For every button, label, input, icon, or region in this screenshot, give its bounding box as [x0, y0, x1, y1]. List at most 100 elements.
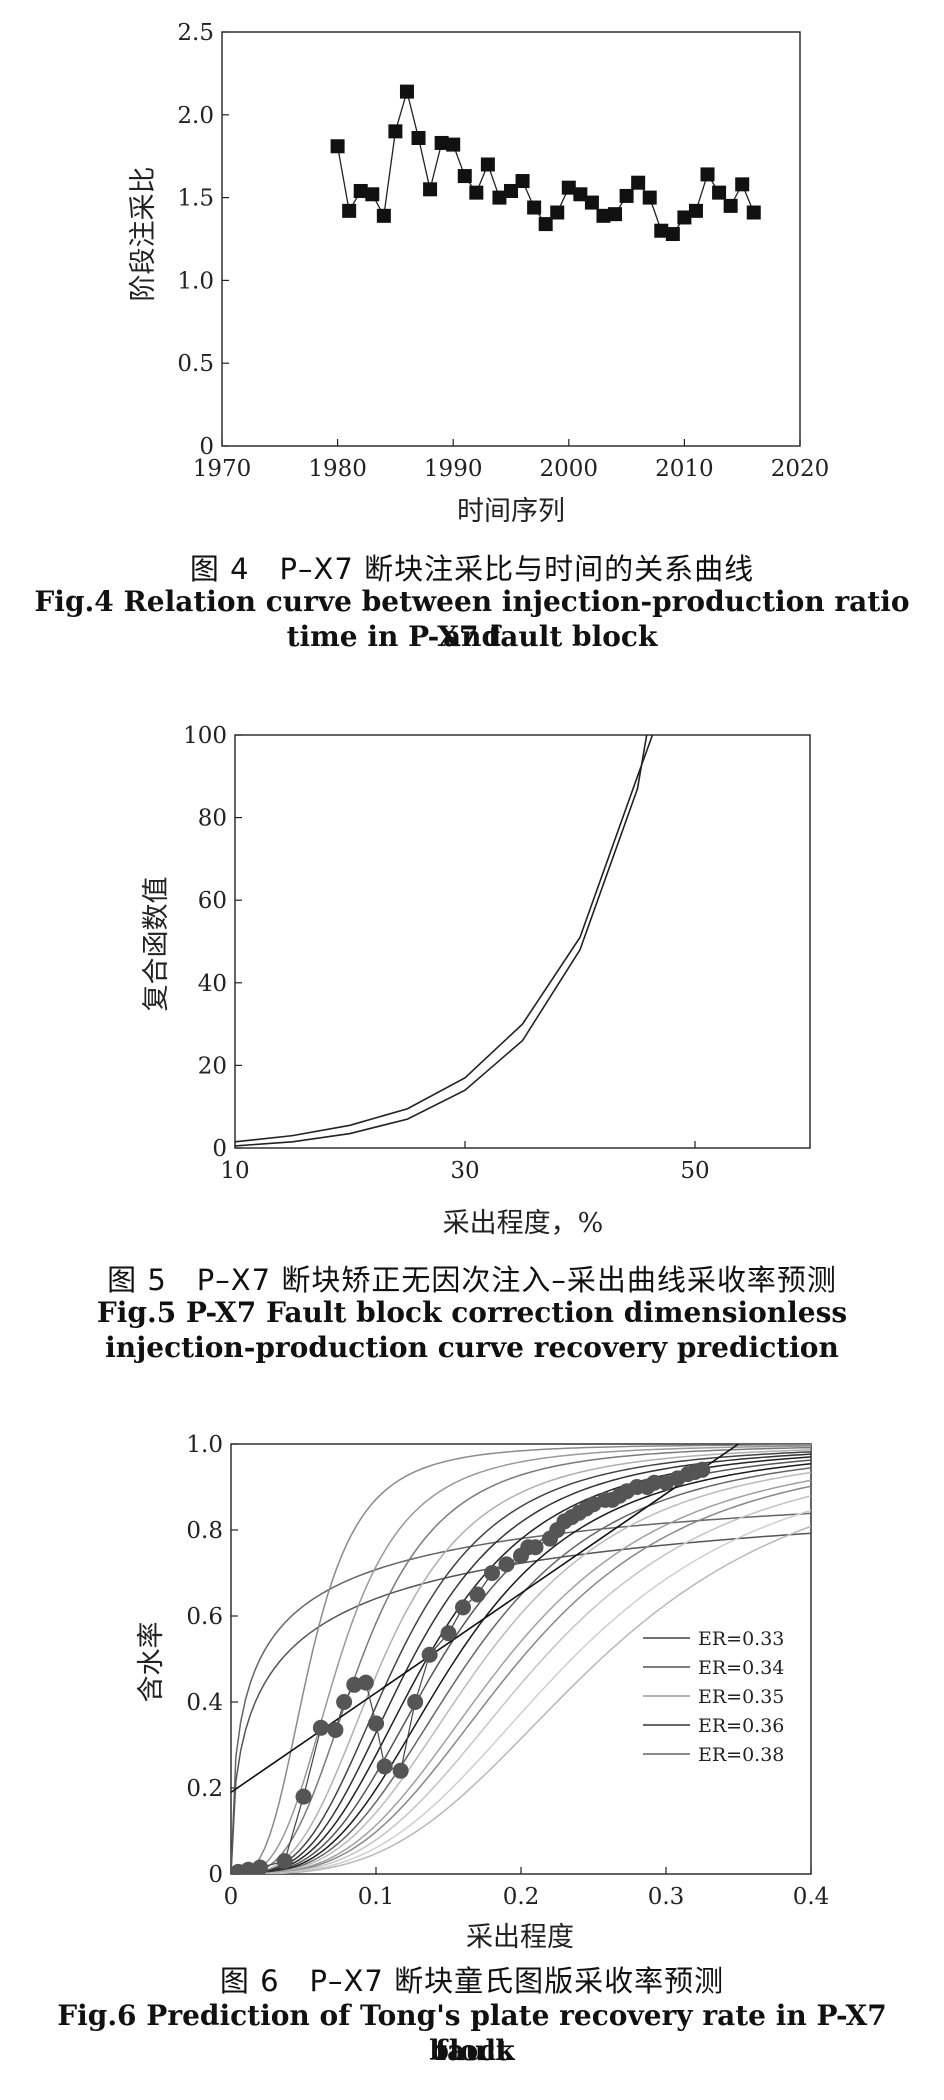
fig5-caption-cn: 图 5 P–X7 断块矫正无因次注入–采出曲线采收率预测 [107, 1263, 837, 1297]
fig4-y-tick-label: 2.5 [177, 20, 214, 46]
fig5-caption-en-line2: injection-production curve recovery pred… [105, 1331, 839, 1364]
fig4-data-point [631, 175, 646, 190]
fig5-caption-en-line1: Fig.5 P-X7 Fault block correction dimens… [96, 1296, 848, 1329]
fig5-y-tick-label: 40 [198, 971, 227, 997]
fig6-plate-curve [231, 1446, 811, 1874]
fig4-x-tick-label: 1980 [308, 456, 367, 482]
fig5-y-tick-label: 80 [198, 806, 227, 832]
fig6-data-point [469, 1586, 486, 1603]
fig4-data-point [527, 200, 542, 215]
fig5-chart: 10 30 50 0 20 40 60 80 100 采出程度，% 复合函数值 [141, 723, 811, 1239]
fig6-x-axis-label: 采出程度 [466, 1922, 574, 1953]
fig6-data-point [312, 1719, 329, 1736]
fig6-legend-label: ER=0.38 [698, 1744, 784, 1766]
fig4-data-point [411, 130, 426, 145]
fig6-plate-curve [231, 1463, 811, 1874]
fig4-plot-frame [221, 31, 801, 447]
fig6-data-point [440, 1625, 457, 1642]
fig4-x-tick-label: 2020 [771, 456, 830, 482]
fig6-data-point [646, 1474, 663, 1491]
fig6-y-tick-label: 0.6 [186, 1604, 223, 1630]
fig6-caption-cn: 图 6 P–X7 断块童氏图版采收率预测 [219, 1964, 725, 1998]
fig5-y-tick-label: 0 [212, 1136, 227, 1162]
fig6-y-tick-label: 0.2 [186, 1776, 223, 1802]
fig4-data-point [434, 135, 449, 150]
fig6-y-tick-label: 0.8 [186, 1518, 223, 1544]
fig6-plate-curve [231, 1495, 811, 1874]
fig4-data-point [515, 174, 530, 189]
fig6-x-tick-label: 0.2 [503, 1884, 540, 1910]
fig6-data-point [295, 1788, 312, 1805]
fig6-data-point [276, 1853, 293, 1870]
fig5-plot-frame [234, 734, 811, 1149]
fig4-data-point [399, 84, 414, 99]
fig4-data-point [538, 217, 553, 232]
figure-4: 1970 1980 1990 2000 2010 2020 0 0.5 1.0 1.5 2.0 2.5… [0, 0, 944, 653]
fig6-plate-curve [231, 1445, 811, 1874]
fig4-data-point [469, 185, 484, 200]
fig4-data-point [388, 124, 403, 139]
fig4-data-point [596, 208, 611, 223]
fig4-data-point [423, 182, 438, 197]
fig4-caption-cn: 图 4 P–X7 断块注采比与时间的关系曲线 [189, 552, 755, 586]
fig4-data-point [712, 185, 727, 200]
fig4-data-point [342, 203, 357, 218]
fig5-y-tick-label: 100 [183, 723, 227, 749]
fig5-x-axis-label: 采出程度，% [443, 1208, 604, 1239]
fig4-x-tick-label: 1970 [193, 456, 252, 482]
fig6-plate-curve [231, 1449, 811, 1874]
fig4-data-point [365, 187, 380, 202]
fig4-data-point [677, 210, 692, 225]
fig4-data-point [723, 198, 738, 213]
fig6-plate-curve [231, 1453, 811, 1874]
fig6-data-point [498, 1556, 515, 1573]
fig6-plate-curve [231, 1509, 811, 1874]
fig4-y-tick-label: 1.0 [177, 268, 214, 294]
fig4-data-point [688, 203, 703, 218]
fig4-data-point [550, 205, 565, 220]
fig6-legend-label: ER=0.36 [698, 1715, 784, 1737]
fig4-y-tick-label: 1.5 [177, 186, 214, 212]
fig4-y-axis-label: 阶段注采比 [128, 167, 159, 302]
fig4-data-point [700, 167, 715, 182]
fig4-x-axis-label: 时间序列 [457, 496, 565, 527]
fig6-plate-curve [231, 1444, 811, 1874]
fig6-x-tick-label: 0 [224, 1884, 239, 1910]
fig4-x-tick-label: 2000 [540, 456, 599, 482]
fig4-data-point [504, 183, 518, 198]
fig4-data-point [654, 223, 669, 238]
fig6-x-tick-label: 0.4 [793, 1884, 830, 1910]
fig6-data-point [252, 1859, 268, 1874]
fig6-data-point [376, 1758, 393, 1775]
fig6-legend-label: ER=0.34 [698, 1657, 784, 1679]
fig6-data-point [694, 1461, 711, 1478]
fig5-y-tick-label: 60 [198, 888, 227, 914]
fig6-data-point [240, 1861, 257, 1874]
figure-6: 0 0.1 0.2 0.3 0.4 0 0.2 0.4 0.6 0.8 1.0 ER=0.33 ER=… [0, 1410, 944, 2100]
fig4-data-point [457, 169, 472, 184]
fig6-x-tick-label: 0.3 [648, 1884, 685, 1910]
fig4-data-point [735, 177, 750, 192]
fig6-data-point [368, 1715, 384, 1732]
fig4-data-point [492, 190, 507, 205]
fig5-series-line-2 [234, 734, 648, 1147]
fig6-data-point [392, 1762, 409, 1779]
fig4-y-tick-label: 0 [199, 434, 214, 460]
fig6-data-point [357, 1674, 374, 1691]
fig6-data-point [336, 1694, 353, 1710]
fig5-y-tick-label: 20 [198, 1053, 227, 1079]
fig6-plate-curve [231, 1467, 811, 1874]
fig6-y-tick-label: 1.0 [186, 1432, 223, 1458]
fig6-data-point [484, 1565, 500, 1581]
fig6-data-point [455, 1599, 471, 1616]
fig4-data-point [584, 195, 599, 210]
fig6-plate-curve [231, 1456, 811, 1874]
figure-5: 10 30 50 0 20 40 60 80 100 采出程度，% 复合函数值 图 5 P–X7… [0, 700, 944, 1364]
fig6-data-point [407, 1694, 424, 1710]
fig6-fit-line [231, 1444, 739, 1793]
fig6-plate-curve [231, 1525, 811, 1874]
fig4-chart: 1970 1980 1990 2000 2010 2020 0 0.5 1.0 1.5 2.0 2.5… [128, 20, 830, 527]
fig6-y-axis-label: 含水率 [136, 1622, 167, 1703]
fig4-y-tick-label: 0.5 [177, 351, 214, 377]
fig4-data-point [642, 190, 657, 205]
